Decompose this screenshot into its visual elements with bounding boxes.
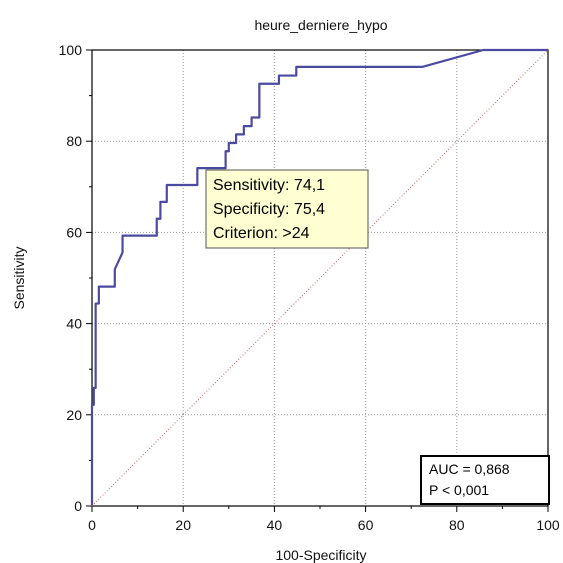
- x-tick-label: 80: [449, 517, 465, 533]
- tooltip-line-specificity: Specificity: 75,4: [213, 201, 325, 218]
- criterion-tooltip: Sensitivity: 74,1 Specificity: 75,4 Crit…: [205, 169, 369, 249]
- y-tick-label: 100: [59, 42, 83, 58]
- x-tick-label: 60: [358, 517, 374, 533]
- reference-diagonal-line: [91, 49, 549, 507]
- tooltip-box: [205, 169, 369, 249]
- y-tick-label: 80: [66, 133, 82, 149]
- x-tick-label: 20: [175, 517, 191, 533]
- y-axis-label: Sensitivity: [11, 246, 27, 309]
- axis-ticks: 0 20 40 60 80 100 0 20 40 60 80 100: [59, 42, 560, 533]
- y-tick-label: 60: [66, 224, 82, 240]
- x-tick-label: 100: [536, 517, 560, 533]
- auc-box: AUC = 0,868 P < 0,001: [420, 455, 550, 505]
- auc-box-frame: [420, 455, 550, 505]
- x-tick-label: 40: [267, 517, 283, 533]
- y-tick-label: 0: [74, 498, 82, 514]
- auc-value: AUC = 0,868: [429, 461, 510, 477]
- tooltip-line-sensitivity: Sensitivity: 74,1: [213, 177, 325, 194]
- chart-title: heure_derniere_hypo: [254, 17, 387, 33]
- tooltip-line-criterion: Criterion: >24: [213, 225, 310, 242]
- x-tick-label: 0: [88, 517, 96, 533]
- p-value: P < 0,001: [429, 482, 489, 498]
- y-tick-label: 40: [66, 316, 82, 332]
- y-tick-label: 20: [66, 407, 82, 423]
- series-group: [90, 48, 549, 507]
- x-axis-label: 100-Specificity: [275, 547, 366, 563]
- roc-curve-line: [90, 48, 548, 506]
